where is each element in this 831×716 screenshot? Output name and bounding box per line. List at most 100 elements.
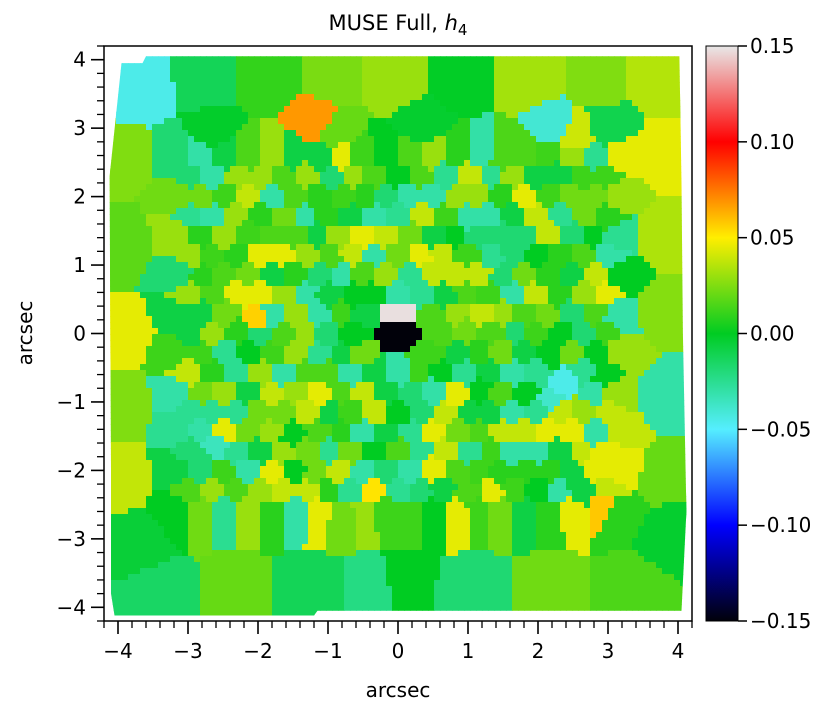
map-pixel [122, 286, 129, 293]
map-pixel [392, 310, 399, 317]
map-pixel [500, 268, 507, 275]
map-pixel [158, 196, 165, 203]
map-pixel [386, 214, 393, 221]
map-pixel [512, 88, 519, 95]
map-pixel [566, 268, 573, 275]
map-pixel [158, 316, 165, 323]
map-pixel [128, 232, 135, 239]
map-pixel [200, 226, 207, 233]
map-pixel [356, 322, 363, 329]
map-pixel [446, 88, 453, 95]
map-pixel [206, 274, 213, 281]
map-pixel [290, 322, 297, 329]
map-pixel [656, 274, 663, 281]
map-pixel [404, 190, 411, 197]
map-pixel [422, 184, 429, 191]
map-pixel [518, 82, 525, 89]
map-pixel [254, 214, 261, 221]
map-pixel [206, 184, 213, 191]
map-pixel [266, 268, 273, 275]
map-pixel [368, 100, 375, 107]
map-pixel [362, 166, 369, 173]
map-pixel [542, 322, 549, 329]
map-pixel [290, 268, 297, 275]
map-pixel [452, 112, 459, 119]
map-pixel [380, 298, 387, 305]
map-pixel [554, 256, 561, 263]
map-pixel [668, 214, 675, 221]
map-pixel [320, 154, 327, 161]
map-pixel [410, 316, 417, 323]
map-pixel [482, 250, 489, 257]
map-pixel [146, 82, 153, 89]
map-pixel [152, 46, 159, 53]
map-pixel [314, 82, 321, 89]
map-pixel [500, 160, 507, 167]
map-pixel [518, 112, 525, 119]
map-pixel [374, 172, 381, 179]
map-pixel [626, 298, 633, 305]
map-pixel [560, 172, 567, 179]
map-pixel [662, 226, 669, 233]
map-pixel [380, 112, 387, 119]
map-pixel [416, 262, 423, 269]
map-pixel [182, 160, 189, 167]
map-pixel [332, 106, 339, 113]
map-pixel [236, 46, 243, 53]
map-pixel [428, 88, 435, 95]
map-pixel [458, 220, 465, 227]
map-pixel [206, 202, 213, 209]
map-pixel [188, 58, 195, 65]
map-pixel [164, 118, 171, 125]
map-pixel [290, 160, 297, 167]
map-pixel [158, 280, 165, 287]
map-pixel [386, 142, 393, 149]
map-pixel [152, 298, 159, 305]
map-pixel [248, 142, 255, 149]
map-pixel [668, 316, 675, 323]
map-pixel [200, 178, 207, 185]
map-pixel [374, 118, 381, 125]
map-pixel [308, 250, 315, 257]
map-pixel [368, 268, 375, 275]
map-pixel [284, 190, 291, 197]
map-pixel [266, 196, 273, 203]
map-pixel [362, 76, 369, 83]
map-pixel [620, 280, 627, 287]
map-pixel [170, 58, 177, 65]
map-pixel [260, 202, 267, 209]
map-pixel [176, 280, 183, 287]
map-pixel [446, 226, 453, 233]
map-pixel [110, 244, 117, 251]
map-pixel [602, 238, 609, 245]
map-pixel [578, 130, 585, 137]
map-pixel [332, 286, 339, 293]
map-pixel [134, 166, 141, 173]
map-pixel [608, 208, 615, 215]
map-pixel [176, 292, 183, 299]
map-pixel [656, 124, 663, 131]
map-pixel [626, 256, 633, 263]
map-pixel [434, 244, 441, 251]
map-pixel [404, 292, 411, 299]
map-pixel [560, 322, 567, 329]
map-pixel [266, 202, 273, 209]
map-pixel [206, 82, 213, 89]
map-pixel [524, 280, 531, 287]
map-pixel [260, 184, 267, 191]
map-pixel [554, 106, 561, 113]
map-pixel [308, 274, 315, 281]
map-pixel [284, 142, 291, 149]
map-pixel [392, 298, 399, 305]
map-pixel [494, 226, 501, 233]
map-pixel [542, 304, 549, 311]
map-pixel [584, 298, 591, 305]
map-pixel [560, 250, 567, 257]
map-pixel [416, 76, 423, 83]
map-pixel [302, 76, 309, 83]
map-pixel [458, 202, 465, 209]
map-pixel [332, 178, 339, 185]
map-pixel [626, 244, 633, 251]
map-pixel [296, 56, 303, 59]
map-pixel [446, 178, 453, 185]
